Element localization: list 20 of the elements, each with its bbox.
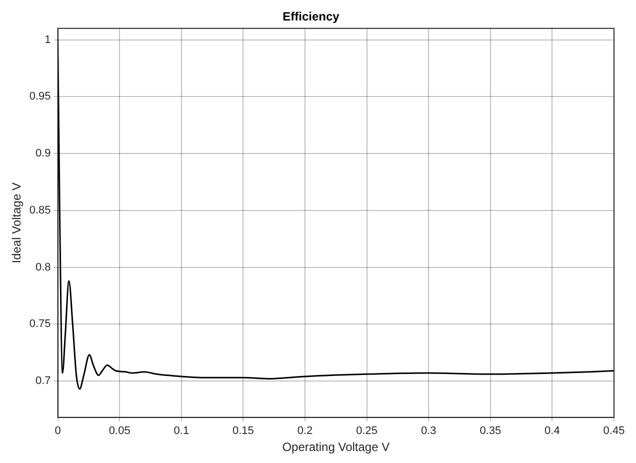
- x-tick-label: 0.3: [420, 425, 436, 438]
- y-tick-label: 0.75: [29, 318, 51, 330]
- x-tick-label: 0.2: [297, 425, 313, 438]
- x-tick-label: 0: [54, 425, 61, 438]
- x-axis-title: Operating Voltage V: [282, 440, 390, 454]
- y-tick-label: 0.85: [29, 204, 51, 216]
- y-tick-label: 0.95: [29, 90, 51, 103]
- x-tick-label: 0.35: [480, 425, 502, 438]
- x-tick-label: 0.15: [232, 425, 254, 438]
- y-tick-label: 1: [44, 34, 51, 46]
- chart-title: Efficiency: [282, 10, 340, 24]
- y-axis-title: Ideal Voltage V: [10, 182, 24, 264]
- y-tick-label: 0.9: [36, 148, 51, 160]
- x-tick-label: 0.1: [174, 425, 190, 438]
- x-tick-label: 0.45: [603, 425, 625, 438]
- x-tick-label: 0.05: [108, 425, 130, 438]
- y-tick-label: 0.7: [36, 375, 51, 388]
- x-tick-label: 0.25: [356, 425, 378, 438]
- y-tick-label: 0.8: [36, 261, 51, 274]
- x-tick-label: 0.4: [544, 425, 560, 438]
